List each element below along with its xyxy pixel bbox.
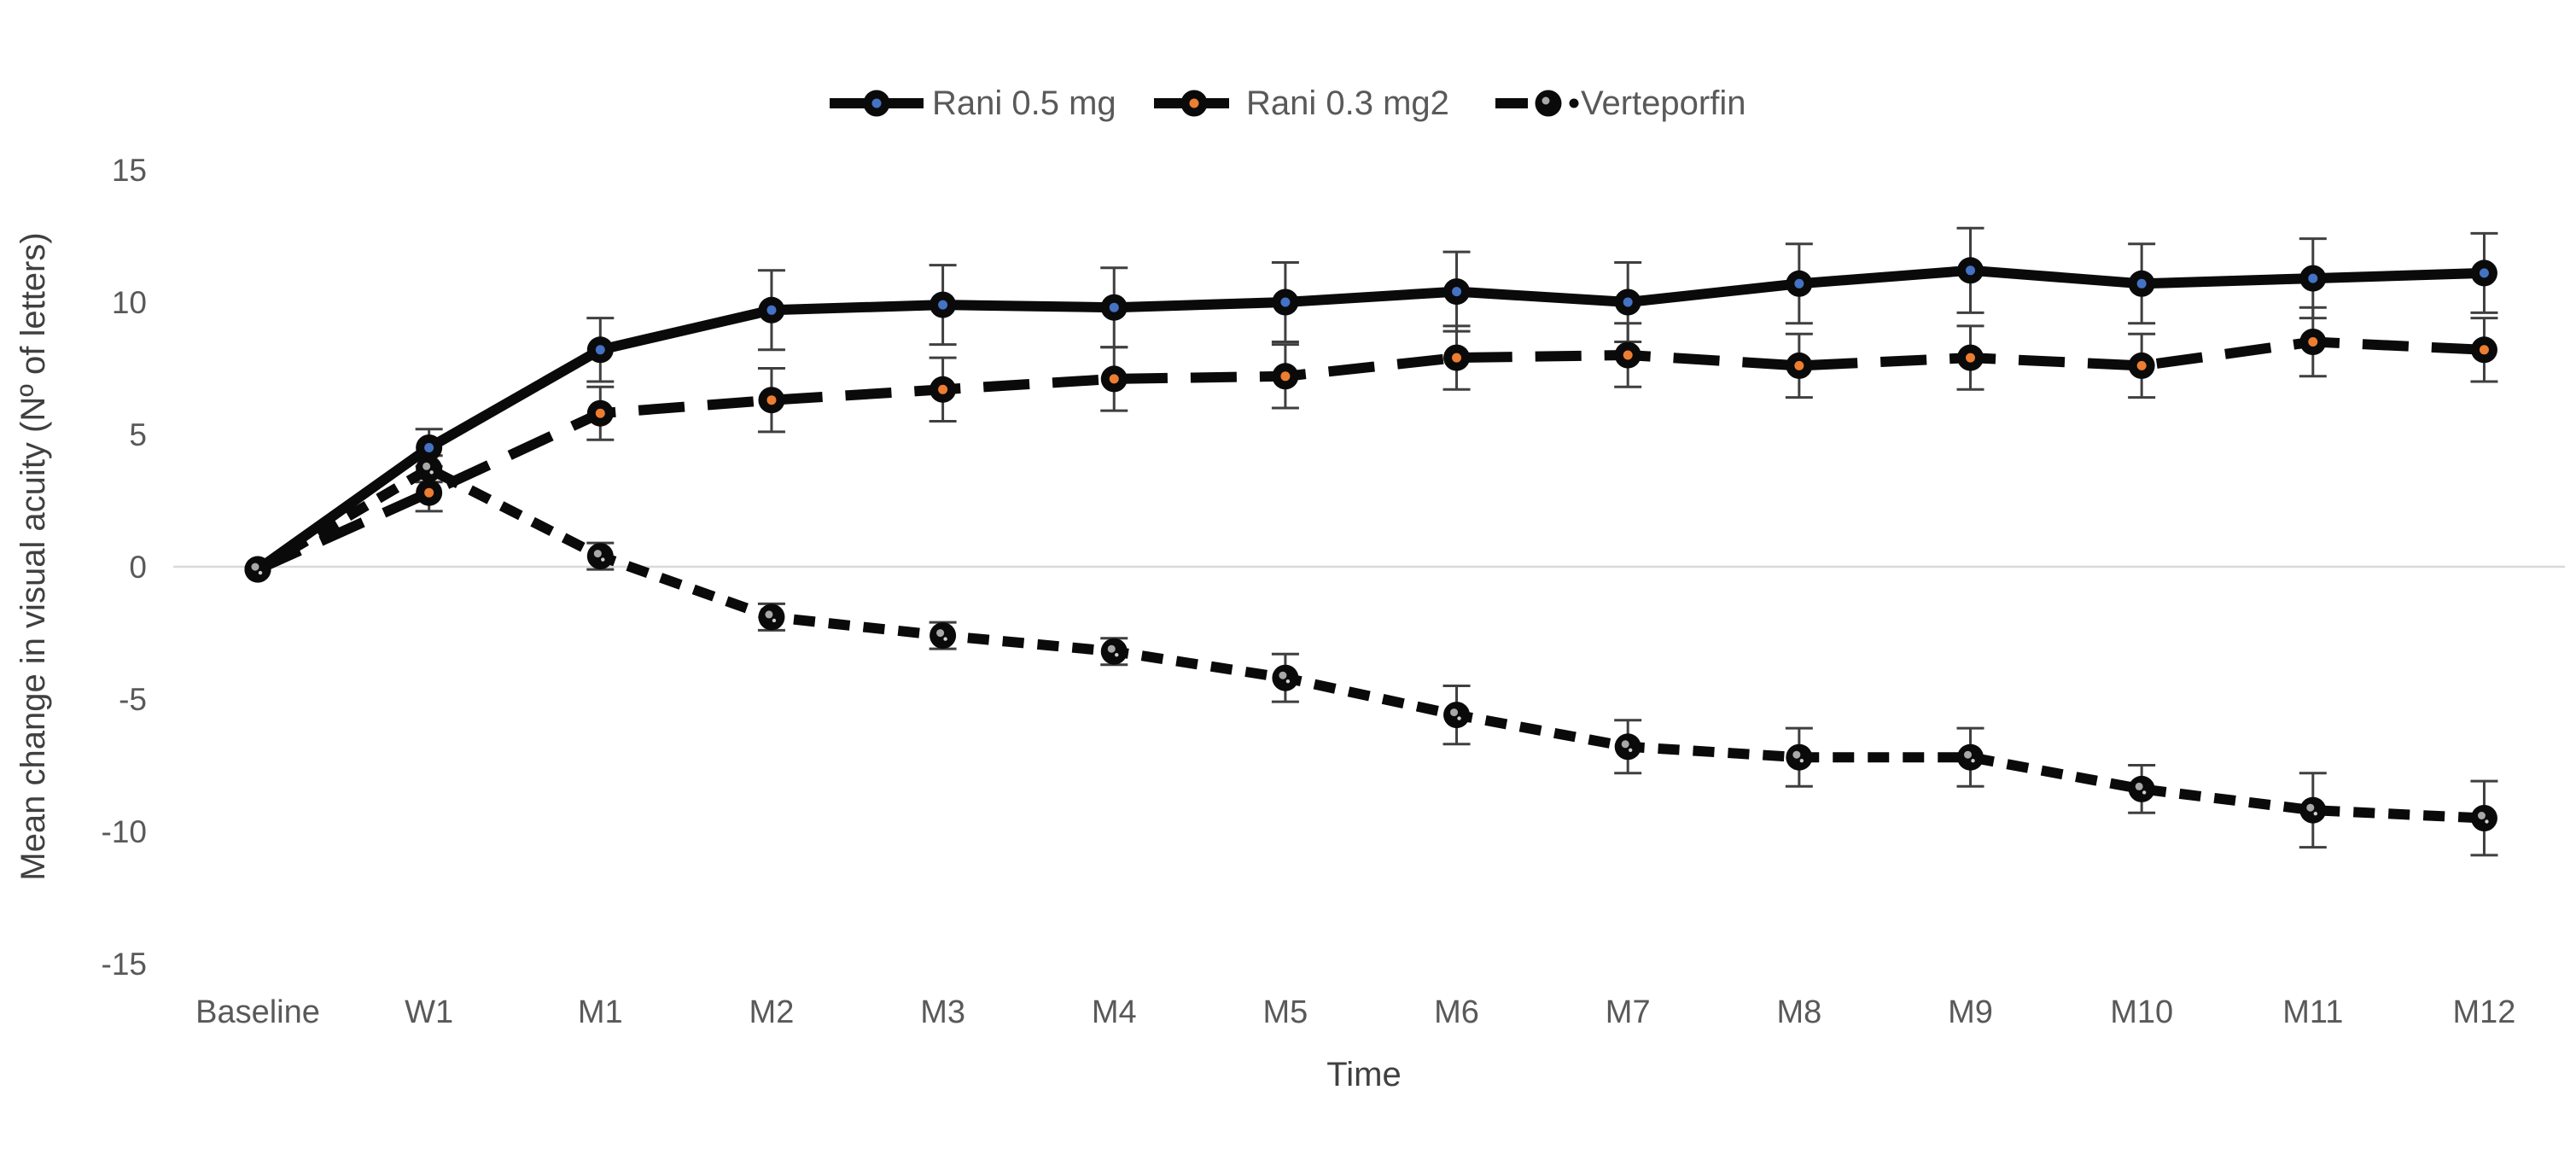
marker-speck [943, 637, 947, 641]
y-tick-label: 15 [112, 153, 147, 188]
y-axis-title: Mean change in visual acuity (Nº of lett… [15, 232, 52, 880]
x-tick-label-m2: M2 [749, 994, 795, 1030]
x-tick-label-m6: M6 [1434, 994, 1479, 1030]
marker-speck [1279, 671, 1287, 679]
series-line-rani-0-5-mg [254, 265, 2485, 574]
x-tick-label-w1: W1 [405, 994, 453, 1030]
x-axis-title: Time [1326, 1056, 1401, 1093]
series-markers-rani-0-3-mg2 [244, 329, 2497, 583]
marker-speck [2135, 782, 2143, 790]
y-tick-label: -15 [102, 947, 147, 982]
marker-speck [936, 629, 945, 638]
x-tick-label-m4: M4 [1092, 994, 1137, 1030]
legend-label-rani-0-5-mg: Rani 0.5 mg [932, 85, 1116, 122]
marker-speck [2477, 812, 2486, 819]
legend-item-rani-0-5-mg: Rani 0.5 mg [830, 85, 1116, 122]
x-tick-label-m11: M11 [2282, 994, 2343, 1030]
marker-speck [423, 462, 431, 470]
marker-center-dot [424, 443, 434, 452]
x-tick-label-baseline: Baseline [195, 994, 320, 1030]
marker-speck [1621, 740, 1629, 749]
legend-label-rani-0-3-mg2: Rani 0.3 mg2 [1246, 85, 1449, 122]
marker-center-dot [1794, 360, 1804, 370]
marker-speck [1107, 644, 1116, 653]
x-tick-label-m12: M12 [2452, 994, 2515, 1030]
marker-center-dot [1452, 287, 1462, 297]
legend-dot-sample [1569, 98, 1579, 108]
marker-center-dot [1109, 374, 1119, 384]
series-line-rani-0-3-mg2 [255, 336, 2485, 574]
x-tick-label-m7: M7 [1606, 994, 1651, 1030]
series-line-verteporfin [254, 463, 2485, 824]
marker-speck [1971, 759, 1975, 763]
x-tick-label-m8: M8 [1776, 994, 1821, 1030]
marker-center-dot [2308, 337, 2318, 347]
marker-speck [1115, 653, 1119, 657]
marker-speck [1542, 96, 1550, 105]
legend-marker-center-dot [1189, 98, 1199, 108]
marker-speck [765, 610, 773, 619]
marker-speck [251, 563, 259, 571]
legend-label-verteporfin: Verteporfin [1581, 85, 1746, 122]
x-tick-label-m10: M10 [2110, 994, 2173, 1030]
marker-speck [1629, 748, 1633, 752]
x-tick-label-m3: M3 [920, 994, 965, 1030]
marker-speck [2142, 790, 2147, 795]
marker-center-dot [766, 305, 777, 315]
marker-speck [429, 470, 434, 475]
marker-speck [1457, 716, 1461, 720]
y-tick-label: 5 [129, 417, 147, 452]
legend-marker-center-dot [871, 98, 882, 108]
marker-center-dot [1452, 353, 1462, 363]
marker-center-dot [1280, 371, 1291, 382]
marker-center-dot [2308, 273, 2318, 283]
legend-item-rani-0-3-mg2: Rani 0.3 mg2 [1154, 85, 1449, 122]
marker-center-dot [1966, 353, 1975, 363]
marker-speck [258, 570, 263, 575]
marker-center-dot [595, 345, 605, 355]
marker-center-dot [1280, 297, 1291, 307]
y-tick-label: -5 [119, 682, 147, 717]
marker-center-dot [2136, 360, 2147, 370]
marker-center-dot [1794, 278, 1804, 289]
marker-speck [2313, 812, 2317, 816]
y-tick-label: 0 [129, 550, 147, 585]
marker-speck [601, 557, 605, 562]
legend-item-verteporfin: Verteporfin [1495, 85, 1746, 122]
marker-center-dot [2479, 345, 2489, 355]
error-bars-rani-0-3-mg2 [415, 306, 2498, 513]
marker-center-dot [1109, 302, 1119, 312]
marker-speck [1964, 750, 1972, 759]
x-tick-label-m1: M1 [578, 994, 623, 1030]
x-tick-label-m9: M9 [1948, 994, 1993, 1030]
y-tick-label: -10 [102, 814, 147, 849]
marker-center-dot [766, 395, 777, 405]
marker-speck [1792, 750, 1801, 759]
x-tick-label-m5: M5 [1263, 994, 1308, 1030]
marker-center-dot [1966, 265, 1975, 276]
marker-center-dot [424, 487, 434, 498]
marker-center-dot [1623, 297, 1633, 307]
marker-speck [2485, 819, 2489, 824]
series-markers-verteporfin [244, 455, 2497, 831]
marker-center-dot [595, 408, 605, 418]
marker-speck [1450, 708, 1459, 717]
marker-center-dot [938, 384, 948, 394]
marker-speck [2306, 803, 2315, 812]
marker-center-dot [1623, 350, 1633, 360]
y-tick-label: 10 [112, 285, 147, 320]
marker-speck [772, 618, 777, 623]
marker-speck [1285, 679, 1291, 684]
marker-center-dot [938, 300, 948, 310]
marker-center-dot [2479, 268, 2489, 278]
marker-center-dot [2136, 278, 2147, 289]
marker-speck [593, 550, 602, 558]
marker-speck [1799, 759, 1804, 763]
